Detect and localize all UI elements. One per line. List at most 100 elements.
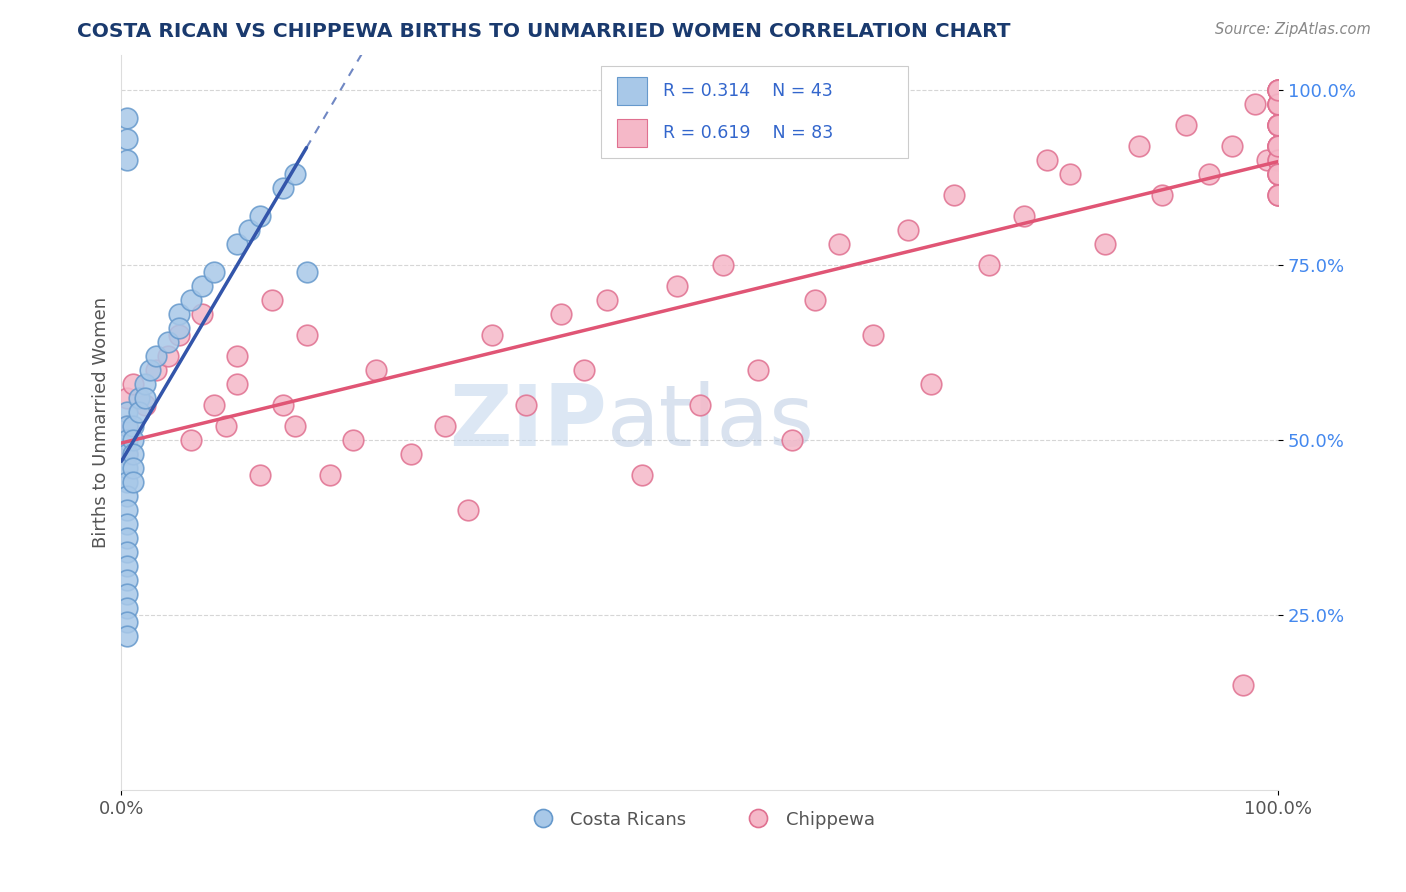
Point [115, 391, 138, 405]
Point [782, 433, 804, 447]
Point [169, 307, 191, 321]
Point [122, 377, 145, 392]
Point [202, 398, 225, 412]
Point [1220, 139, 1243, 153]
Point [115, 573, 138, 587]
Point [1012, 209, 1035, 223]
Point [342, 433, 364, 447]
Point [1267, 83, 1289, 97]
Point [214, 419, 236, 434]
Point [1094, 237, 1116, 252]
Point [249, 209, 271, 223]
Point [115, 489, 138, 503]
Point [1174, 118, 1197, 132]
Point [115, 503, 138, 517]
Point [1267, 139, 1289, 153]
Point [747, 363, 769, 377]
Point [115, 516, 138, 531]
Point [1152, 188, 1174, 202]
Point [115, 615, 138, 629]
Point [122, 447, 145, 461]
Point [226, 237, 249, 252]
Point [1267, 97, 1289, 112]
Point [920, 377, 942, 392]
Text: ZIP: ZIP [450, 381, 607, 464]
Point [1059, 167, 1081, 181]
Point [156, 349, 179, 363]
Point [1267, 167, 1289, 181]
Point [295, 328, 318, 343]
Point [711, 258, 734, 272]
Point [128, 405, 150, 419]
Point [1267, 139, 1289, 153]
Point [128, 391, 150, 405]
Point [1232, 678, 1254, 692]
Point [631, 468, 654, 483]
Point [134, 398, 156, 412]
Point [202, 265, 225, 279]
Point [122, 461, 145, 475]
Point [226, 349, 249, 363]
Point [1267, 118, 1289, 132]
Point [457, 503, 479, 517]
Point [862, 328, 884, 343]
Point [550, 307, 572, 321]
Point [1267, 167, 1289, 181]
Point [1198, 167, 1220, 181]
Text: COSTA RICAN VS CHIPPEWA BIRTHS TO UNMARRIED WOMEN CORRELATION CHART: COSTA RICAN VS CHIPPEWA BIRTHS TO UNMARR… [77, 22, 1011, 41]
Point [1244, 97, 1267, 112]
Point [134, 377, 156, 392]
Point [1267, 83, 1289, 97]
Point [115, 419, 138, 434]
Point [1267, 83, 1289, 97]
Point [156, 334, 179, 349]
Point [115, 447, 138, 461]
Point [318, 468, 340, 483]
Legend: Costa Ricans, Chippewa: Costa Ricans, Chippewa [517, 804, 882, 836]
Point [115, 153, 138, 167]
Point [169, 328, 191, 343]
Point [122, 433, 145, 447]
Point [1267, 153, 1289, 167]
Point [115, 601, 138, 615]
Point [191, 307, 214, 321]
Point [115, 587, 138, 601]
Point [481, 328, 503, 343]
Point [665, 279, 688, 293]
Point [1267, 83, 1289, 97]
Point [1267, 118, 1289, 132]
Point [260, 293, 283, 307]
Point [1267, 167, 1289, 181]
Point [134, 391, 156, 405]
Point [169, 321, 191, 335]
Point [1267, 167, 1289, 181]
Point [115, 559, 138, 574]
Point [115, 461, 138, 475]
Point [115, 132, 138, 146]
Point [515, 398, 537, 412]
Point [115, 475, 138, 489]
Point [1267, 83, 1289, 97]
Point [284, 167, 307, 181]
Point [115, 419, 138, 434]
Point [1256, 153, 1278, 167]
Point [284, 419, 307, 434]
Point [122, 419, 145, 434]
Point [122, 475, 145, 489]
Point [273, 181, 295, 195]
Point [399, 447, 422, 461]
Point [273, 398, 295, 412]
Point [1267, 139, 1289, 153]
Point [1267, 97, 1289, 112]
Point [1267, 188, 1289, 202]
Point [827, 237, 849, 252]
Point [115, 111, 138, 125]
Point [1267, 97, 1289, 112]
Point [1267, 97, 1289, 112]
Point [1267, 118, 1289, 132]
Point [115, 545, 138, 559]
Y-axis label: Births to Unmarried Women: Births to Unmarried Women [93, 297, 110, 548]
Point [572, 363, 595, 377]
Point [295, 265, 318, 279]
Point [1267, 139, 1289, 153]
